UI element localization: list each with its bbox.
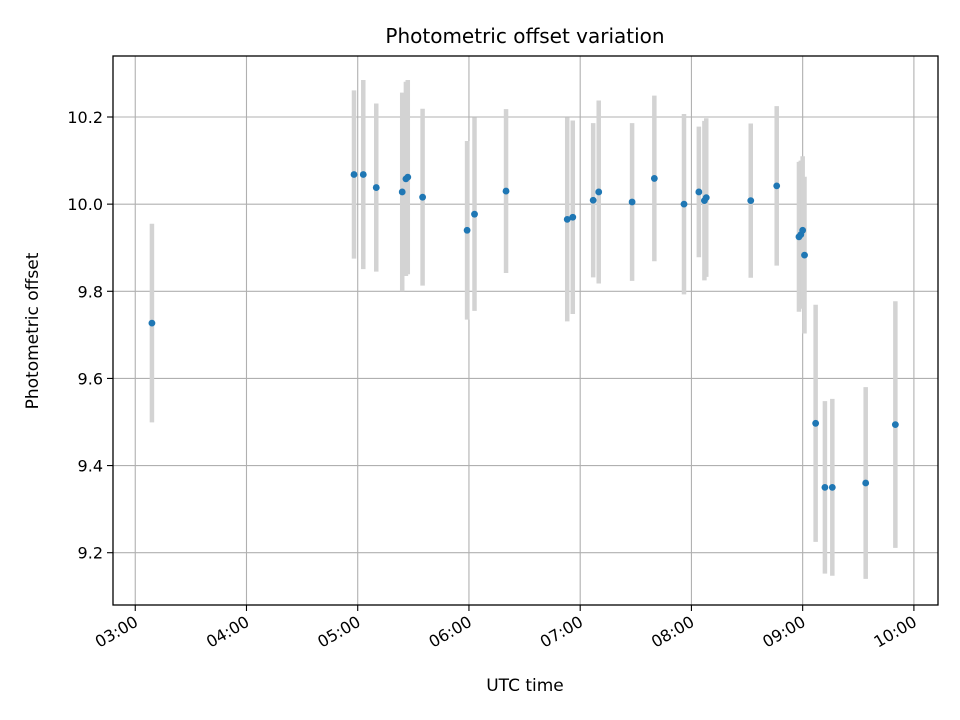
data-point <box>589 196 597 204</box>
data-points <box>148 171 899 491</box>
y-tick-label: 9.2 <box>78 544 103 563</box>
x-tick-label: 03:00 <box>92 612 141 652</box>
y-tick-label: 9.8 <box>78 282 103 301</box>
y-tick-label: 9.4 <box>78 457 103 476</box>
x-tick-label: 07:00 <box>537 612 586 652</box>
data-point <box>828 483 836 491</box>
data-point <box>419 193 427 201</box>
data-point <box>799 226 807 234</box>
data-point <box>569 213 577 221</box>
x-tick-label: 05:00 <box>314 612 363 652</box>
y-axis-title: Photometric offset <box>23 252 43 409</box>
data-point <box>372 184 380 191</box>
data-point <box>502 187 510 195</box>
data-point <box>650 175 658 182</box>
x-tick-label: 04:00 <box>203 612 252 652</box>
data-point <box>463 226 471 234</box>
data-point <box>628 198 636 206</box>
data-point <box>702 194 710 202</box>
error-bars <box>149 79 898 579</box>
x-tick-label: 09:00 <box>759 612 808 652</box>
data-point <box>862 479 870 487</box>
x-axis-title: UTC time <box>486 676 564 696</box>
data-point <box>398 188 406 196</box>
data-point <box>595 188 603 196</box>
axis-ticks: 03:00 04:00 05:00 06:00 07:00 08:00 09:00 10:00… <box>67 108 920 652</box>
data-point <box>563 215 571 223</box>
data-point <box>891 421 899 429</box>
y-tick-label: 10.0 <box>67 195 103 214</box>
data-point <box>350 171 358 178</box>
data-point <box>695 188 703 196</box>
x-tick-label: 06:00 <box>426 612 475 652</box>
data-point <box>148 319 156 327</box>
data-point <box>821 483 829 491</box>
data-point <box>747 197 755 205</box>
data-point <box>404 173 412 181</box>
data-point <box>773 182 781 190</box>
x-tick-label: 10:00 <box>870 612 919 652</box>
y-tick-label: 10.2 <box>67 108 103 127</box>
data-point <box>680 200 688 208</box>
data-point <box>801 251 808 259</box>
data-point <box>471 210 478 218</box>
x-tick-label: 08:00 <box>648 612 697 652</box>
data-point <box>812 419 820 427</box>
y-tick-label: 9.6 <box>78 369 103 388</box>
plot-frame <box>112 55 939 606</box>
chart-title: Photometric offset variation <box>385 24 664 48</box>
data-point <box>359 171 367 178</box>
